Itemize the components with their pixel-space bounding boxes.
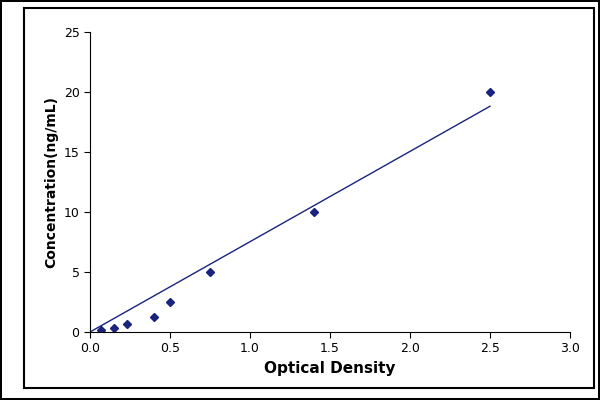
Y-axis label: Concentration(ng/mL): Concentration(ng/mL)	[44, 96, 58, 268]
X-axis label: Optical Density: Optical Density	[264, 361, 396, 376]
